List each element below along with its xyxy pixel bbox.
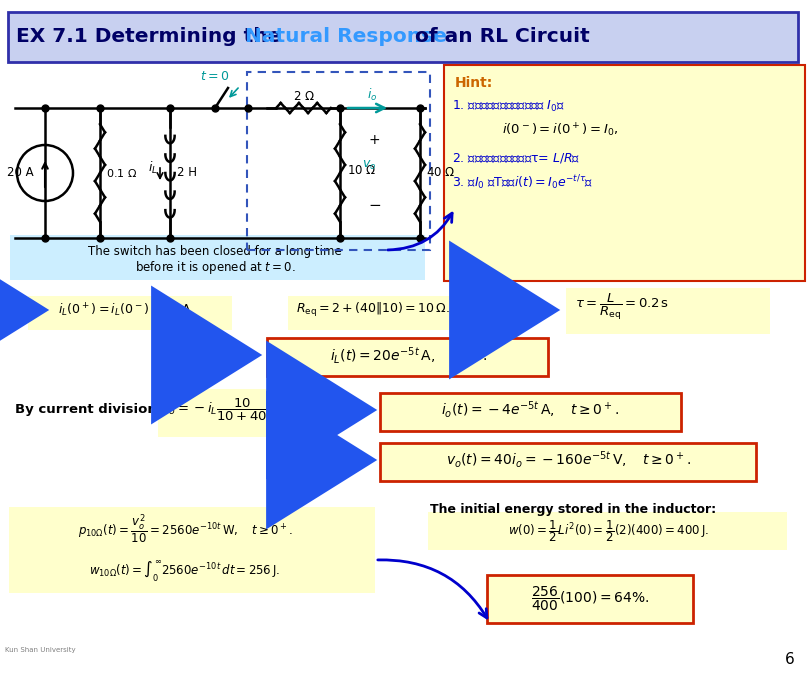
Text: Natural Response: Natural Response <box>245 27 447 46</box>
FancyBboxPatch shape <box>487 575 693 623</box>
Text: EX 7.1 Determining the: EX 7.1 Determining the <box>16 27 288 46</box>
FancyBboxPatch shape <box>10 235 425 280</box>
Text: 2 H: 2 H <box>177 166 197 180</box>
FancyBboxPatch shape <box>380 393 681 431</box>
Text: $w_{10\Omega}(t) = \int_0^\infty 2560e^{-10t}\,dt = 256\,\mathrm{J}.$: $w_{10\Omega}(t) = \int_0^\infty 2560e^{… <box>90 558 280 584</box>
Text: The initial energy stored in the inductor:: The initial energy stored in the inducto… <box>430 503 716 516</box>
Text: 0.1 $\Omega$: 0.1 $\Omega$ <box>106 167 137 179</box>
FancyBboxPatch shape <box>8 12 798 62</box>
Text: $i_o(t) = -4e^{-5t}\,\mathrm{A},\quad t\geq 0^+.$: $i_o(t) = -4e^{-5t}\,\mathrm{A},\quad t\… <box>441 400 619 420</box>
FancyBboxPatch shape <box>158 389 327 437</box>
Text: 40 $\Omega$: 40 $\Omega$ <box>426 166 456 180</box>
FancyBboxPatch shape <box>9 507 375 551</box>
Text: $v_o$: $v_o$ <box>362 159 377 172</box>
Text: Hint:: Hint: <box>455 76 493 90</box>
Text: $R_\mathrm{eq}=2+(40\Vert 10)=10\,\Omega.$: $R_\mathrm{eq}=2+(40\Vert 10)=10\,\Omega… <box>296 301 450 319</box>
FancyBboxPatch shape <box>288 296 497 330</box>
Text: $i(0^-)=i(0^+)=I_0,$: $i(0^-)=i(0^+)=I_0,$ <box>502 121 618 139</box>
Text: $v_o(t) = 40i_o = -160e^{-5t}\,\mathrm{V},\quad t\geq 0^+.$: $v_o(t) = 40i_o = -160e^{-5t}\,\mathrm{V… <box>445 449 691 471</box>
FancyBboxPatch shape <box>28 296 232 330</box>
Text: $w(0) = \dfrac{1}{2}Li^2(0) = \dfrac{1}{2}(2)(400) = 400\,\mathrm{J}.$: $w(0) = \dfrac{1}{2}Li^2(0) = \dfrac{1}{… <box>507 518 709 544</box>
Text: 10 $\Omega$: 10 $\Omega$ <box>347 163 377 176</box>
Text: before it is opened at $t=0$.: before it is opened at $t=0$. <box>135 259 296 276</box>
FancyBboxPatch shape <box>444 65 805 281</box>
FancyBboxPatch shape <box>566 288 770 334</box>
Text: Kun Shan University: Kun Shan University <box>5 647 75 653</box>
FancyArrowPatch shape <box>388 213 452 250</box>
Text: The switch has been closed for a long time: The switch has been closed for a long ti… <box>88 245 342 259</box>
Text: $i_L(0^+)=i_L(0^-)=20\,\mathrm{A}$: $i_L(0^+)=i_L(0^-)=20\,\mathrm{A}$ <box>58 301 192 319</box>
Text: −: − <box>368 197 381 212</box>
Text: $i_L(t) = 20e^{-5t}\,\mathrm{A},\quad t\geq 0.$: $i_L(t) = 20e^{-5t}\,\mathrm{A},\quad t\… <box>330 345 486 366</box>
Text: of an RL Circuit: of an RL Circuit <box>408 27 590 46</box>
Text: $\tau=\dfrac{L}{R_\mathrm{eq}}=0.2\,\mathrm{s}$: $\tau=\dfrac{L}{R_\mathrm{eq}}=0.2\,\mat… <box>575 292 669 322</box>
Text: 2 $\Omega$: 2 $\Omega$ <box>292 89 314 103</box>
FancyBboxPatch shape <box>428 512 787 550</box>
Text: $i_o$: $i_o$ <box>368 87 377 103</box>
Text: +: + <box>368 133 380 147</box>
Text: $p_{10\Omega}(t) = \dfrac{v_o^2}{10} = 2560e^{-10t}\,\mathrm{W},\quad t\geq 0^+.: $p_{10\Omega}(t) = \dfrac{v_o^2}{10} = 2… <box>78 513 292 545</box>
Text: $i_o=-i_L\dfrac{10}{10+40}.$: $i_o=-i_L\dfrac{10}{10+40}.$ <box>165 397 273 423</box>
FancyBboxPatch shape <box>9 549 375 593</box>
Text: 6: 6 <box>785 652 795 667</box>
Text: 2. 找出電路的時間常數，τ= $L/R$。: 2. 找出電路的時間常數，τ= $L/R$。 <box>452 151 580 165</box>
Text: 3. 從$I_0$ 和T得到$i(t) = I_0 e^{-t/\tau}$。: 3. 從$I_0$ 和T得到$i(t) = I_0 e^{-t/\tau}$。 <box>452 174 593 192</box>
Text: 1. 找出流經電感器的初始電流 $I_0$。: 1. 找出流經電感器的初始電流 $I_0$。 <box>452 99 565 114</box>
Text: $\dfrac{256}{400}(100) = 64\%.$: $\dfrac{256}{400}(100) = 64\%.$ <box>531 585 649 613</box>
FancyBboxPatch shape <box>380 443 756 481</box>
FancyBboxPatch shape <box>267 338 548 376</box>
Text: $i_L$: $i_L$ <box>148 160 158 176</box>
Text: By current division,: By current division, <box>15 404 162 417</box>
Text: $t=0$: $t=0$ <box>200 70 229 83</box>
Text: 20 A: 20 A <box>7 166 34 180</box>
